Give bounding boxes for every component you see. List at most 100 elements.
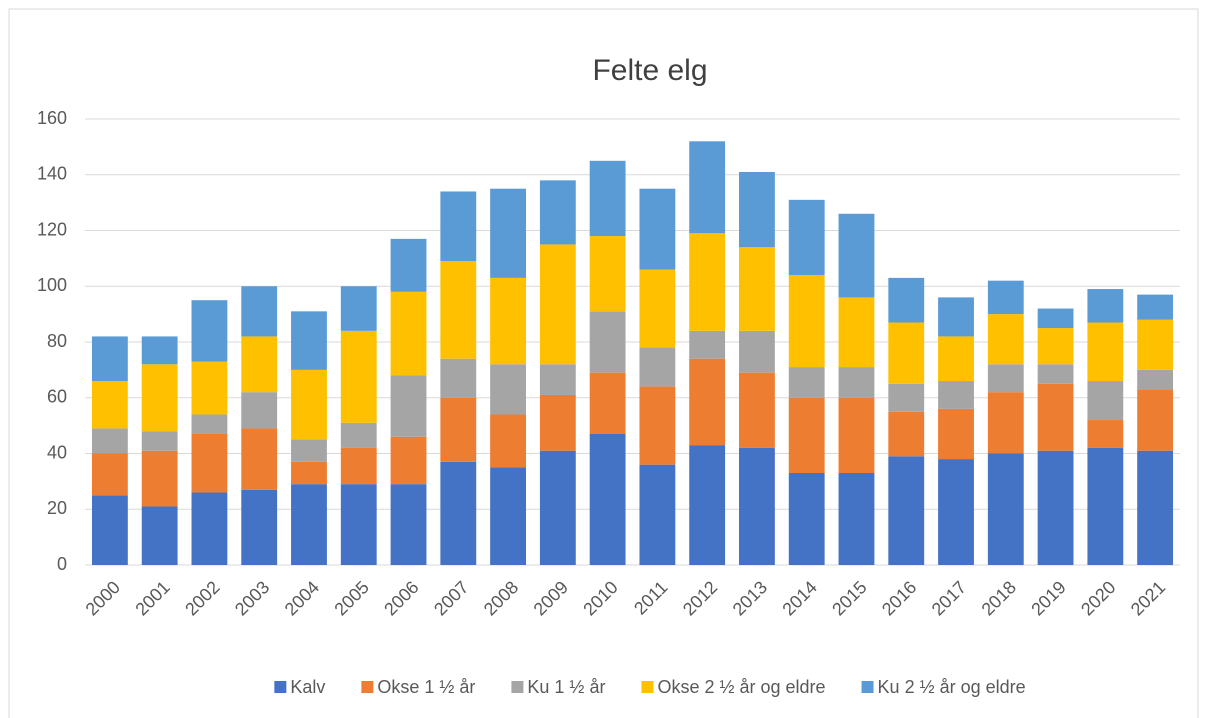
bar-segment	[539, 364, 576, 395]
bar-segment	[639, 188, 676, 270]
bar-segment	[888, 411, 925, 457]
bar-segment	[788, 275, 825, 368]
bar-segment	[539, 244, 576, 365]
bar-segment	[1087, 420, 1124, 448]
legend-swatch	[361, 681, 374, 693]
bar-segment	[589, 160, 626, 237]
legend-label: Ku 2 ½ år og eldre	[878, 677, 1026, 697]
bar-segment	[141, 506, 178, 565]
legend-label: Okse 1 ½ år	[377, 677, 475, 697]
bar-segment	[639, 386, 676, 465]
y-tick-label: 140	[37, 164, 67, 184]
bar-segment	[739, 247, 775, 331]
bar-segment	[739, 372, 775, 448]
bar-segment	[390, 375, 427, 437]
bar-segment	[938, 381, 974, 409]
bar-segment	[490, 364, 526, 415]
bar-segment	[739, 447, 775, 565]
bar-segment	[1137, 389, 1174, 451]
bar-segment	[589, 236, 626, 312]
bar-segment	[539, 180, 576, 245]
bar-segment	[291, 311, 327, 370]
bar-segment	[987, 280, 1024, 315]
bar-segment	[539, 394, 576, 451]
legend-label: Okse 2 ½ år og eldre	[657, 677, 825, 697]
bar-segment	[91, 453, 128, 496]
bar-segment	[838, 397, 875, 474]
bar-segment	[340, 484, 377, 565]
bar-segment	[938, 408, 974, 460]
bar-segment	[838, 297, 875, 368]
bar-segment	[241, 489, 278, 565]
y-tick-label: 20	[47, 498, 67, 518]
legend-swatch	[511, 681, 524, 693]
bar-segment	[1087, 381, 1124, 421]
bar-segment	[490, 188, 526, 278]
bar-segment	[390, 436, 427, 485]
bar-segment	[689, 445, 726, 565]
legend-label: Ku 1 ½ år	[527, 677, 605, 697]
bar-segment	[490, 277, 526, 365]
bar-segment	[91, 495, 128, 565]
bar-segment	[490, 467, 526, 565]
bar-segment	[291, 369, 327, 440]
bar-segment	[1037, 450, 1074, 565]
bar-segment	[888, 383, 925, 412]
bar-segment	[1137, 319, 1174, 370]
bar-segment	[490, 414, 526, 468]
legend-swatch	[861, 681, 874, 693]
legend-swatch	[274, 681, 287, 693]
bar-segment	[191, 300, 228, 362]
bar-segment	[440, 461, 477, 565]
bar-segment	[689, 141, 726, 234]
bar-segment	[1037, 328, 1074, 365]
y-tick-label: 0	[57, 554, 67, 574]
bar-segment	[838, 473, 875, 565]
legend-swatch	[641, 681, 654, 693]
bar-segment	[739, 171, 775, 248]
bar-segment	[1137, 450, 1174, 565]
bar-segment	[241, 286, 278, 337]
bar-segment	[987, 453, 1024, 565]
bar-segment	[589, 372, 626, 434]
bar-segment	[1037, 308, 1074, 329]
bar-segment	[938, 297, 974, 337]
y-tick-label: 100	[37, 275, 67, 295]
bar-segment	[1087, 447, 1124, 565]
bar-segment	[888, 322, 925, 384]
bar-segment	[838, 213, 875, 298]
bar-segment	[440, 397, 477, 462]
bar-segment	[788, 367, 825, 398]
bar-segment	[987, 364, 1024, 393]
bar-segment	[191, 492, 228, 565]
bar-segment	[191, 433, 228, 493]
bar-segment	[1037, 383, 1074, 451]
bar-segment	[788, 473, 825, 565]
bar-segment	[689, 330, 726, 359]
bar-segment	[639, 464, 676, 565]
bar-segment	[91, 428, 128, 454]
bar-segment	[390, 291, 427, 376]
y-tick-label: 80	[47, 331, 67, 351]
bar-segment	[440, 358, 477, 398]
bar-segment	[390, 484, 427, 565]
bar-segment	[689, 358, 726, 446]
bar-segment	[390, 238, 427, 292]
bar-segment	[141, 431, 178, 451]
bar-segment	[191, 414, 228, 434]
bar-segment	[938, 336, 974, 382]
bar-segment	[241, 428, 278, 490]
bar-segment	[987, 314, 1024, 365]
bar-segment	[739, 330, 775, 373]
bar-segment	[639, 347, 676, 387]
bar-segment	[340, 422, 377, 448]
bar-segment	[1137, 294, 1174, 320]
y-tick-label: 120	[37, 219, 67, 239]
bar-segment	[539, 450, 576, 565]
chart-title: Felte elg	[592, 54, 707, 87]
bar-segment	[141, 450, 178, 507]
bar-segment	[639, 269, 676, 348]
bar-segment	[440, 261, 477, 359]
y-tick-label: 160	[37, 108, 67, 128]
bar-segment	[291, 439, 327, 462]
